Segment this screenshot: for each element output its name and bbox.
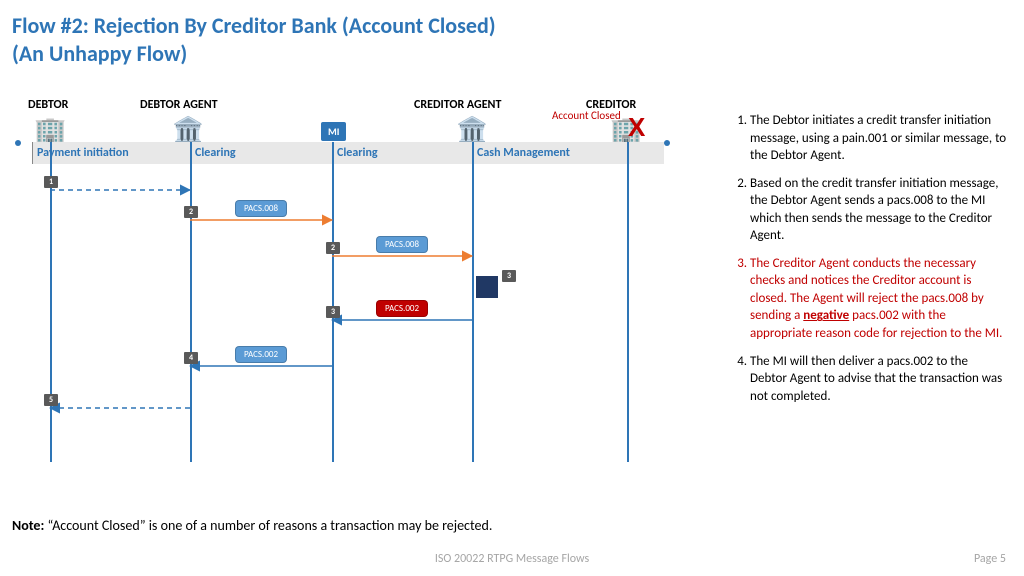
message-pill: PACS.002 [235,346,287,363]
track-dot [664,140,670,146]
title-line1: Flow #2: Rejection By Creditor Bank (Acc… [12,12,496,39]
check-box [476,276,498,298]
closed-x-icon: X [628,112,645,143]
title-line2: (An Unhappy Flow) [12,40,187,67]
step-item: The MI will then deliver a pacs.002 to t… [750,353,1007,406]
step-number: 2 [326,242,340,254]
account-closed-text: Account Closed [552,109,621,122]
note-bold: Note: [12,517,48,534]
lifeline-mi [332,142,334,462]
step-item: The Debtor initiates a credit transfer i… [750,112,1007,165]
step-item: The Creditor Agent conducts the necessar… [750,255,1007,343]
step-number: 5 [44,394,58,406]
step-number: 4 [184,352,198,364]
steps-list: The Debtor initiates a credit transfer i… [732,112,1007,415]
actor-debtor: DEBTOR [28,98,68,112]
page-title: Flow #2: Rejection By Creditor Bank (Acc… [0,0,1024,67]
message-pill: PACS.008 [235,200,287,217]
step-item: Based on the credit transfer initiation … [750,175,1007,245]
lifeline-creditor [627,142,629,462]
lifeline-creditor-agent [472,142,474,462]
band-clearing-2: Clearing [332,142,472,164]
track-dot [15,140,21,146]
band-clearing-1: Clearing [190,142,332,164]
note-text: “Account Closed” is one of a number of r… [48,517,493,534]
step-number: 2 [184,206,198,218]
mi-box: MI [321,122,346,141]
message-pill: PACS.002 [376,300,428,317]
lifeline-debtor [50,142,52,462]
band-cash-mgmt: Cash Management [472,142,664,164]
lifeline-debtor-agent [190,142,192,462]
note: Note: “Account Closed” is one of a numbe… [12,517,492,534]
sequence-diagram: DEBTOR DEBTOR AGENT CREDITOR AGENT CREDI… [12,98,712,508]
step-number: 1 [44,176,58,188]
footer-center: ISO 20022 RTPG Message Flows [0,552,1024,566]
footer-page: Page 5 [974,552,1006,566]
message-pill: PACS.008 [376,236,428,253]
actor-debtor-agent: DEBTOR AGENT [140,98,218,112]
step-number: 3 [502,270,516,282]
actor-creditor-agent: CREDITOR AGENT [414,98,501,112]
account-closed-label: Account Closed [552,110,621,122]
step-number: 3 [326,306,340,318]
band-payment-initiation: Payment initiation [32,142,190,164]
